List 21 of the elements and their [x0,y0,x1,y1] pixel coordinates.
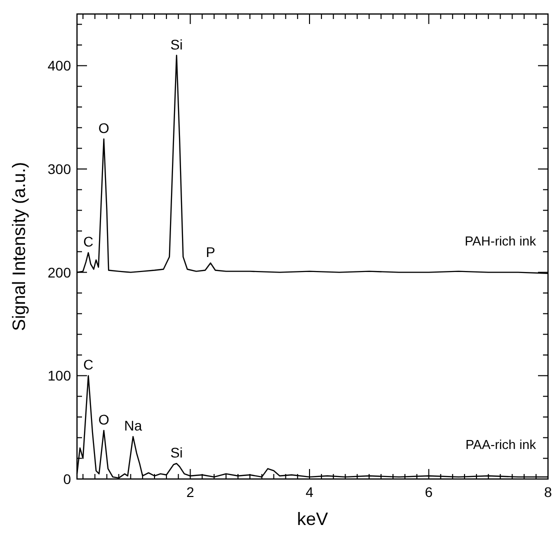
annotation: O [98,120,110,136]
x-tick-label: 8 [544,484,552,500]
y-tick-label: 100 [48,368,72,384]
x-axis-title: keV [296,509,328,529]
y-tick-label: 0 [63,471,72,487]
annotation: C [83,356,94,373]
y-tick-label: 300 [48,161,72,177]
annotation: C [83,234,94,250]
x-tick-label: 6 [424,484,433,500]
legend-label: PAA-rich ink [465,436,536,452]
y-tick-label: 400 [48,58,72,74]
annotation: O [98,411,110,428]
annotation: Si [170,444,183,460]
y-tick-label: 200 [48,264,72,280]
x-tick-label: 4 [306,484,314,500]
x-tick-label: 2 [186,484,194,500]
annotation: Si [170,36,183,52]
legend-label: PAH-rich ink [464,233,536,248]
annotation: P [206,244,216,260]
annotation: Na [124,418,142,434]
y-axis-title: Signal Intensity (a.u.) [9,162,29,332]
